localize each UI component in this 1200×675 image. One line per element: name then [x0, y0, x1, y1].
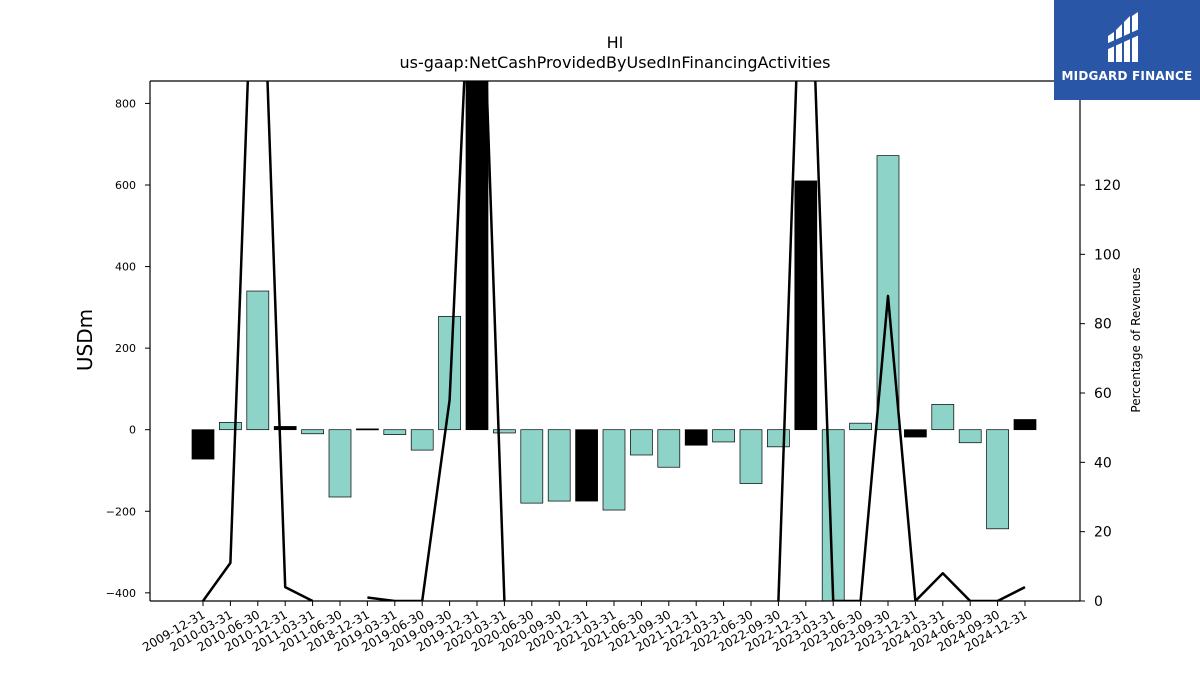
bar	[849, 422, 872, 431]
bar	[301, 429, 324, 435]
bar	[602, 429, 626, 511]
y2-tick-label: 80	[1094, 317, 1112, 333]
line-series	[201, 81, 1026, 601]
bar	[958, 429, 982, 444]
y2-tick-label: 40	[1094, 455, 1112, 471]
bar	[986, 429, 1009, 530]
bar	[931, 404, 955, 431]
y2-tick-label: 120	[1094, 178, 1121, 194]
bar	[794, 180, 818, 431]
y-tick-label: 0	[129, 424, 136, 437]
bar	[684, 429, 708, 446]
bar	[547, 429, 571, 502]
bar	[246, 290, 270, 431]
line-segment	[777, 81, 1026, 601]
bar	[1013, 419, 1037, 431]
bar	[493, 429, 516, 434]
bar-series	[191, 81, 1037, 601]
bar	[191, 429, 215, 460]
y-tick-label: −200	[106, 505, 136, 518]
bar	[575, 429, 598, 502]
y2-tick-label: 60	[1094, 386, 1112, 402]
bar	[520, 429, 544, 504]
y-tick-label: 400	[115, 261, 136, 274]
bar	[383, 429, 407, 435]
y2-tick-label: 100	[1094, 247, 1121, 263]
y-axis-label: USDm	[73, 309, 97, 371]
bar	[356, 428, 379, 431]
bar	[273, 426, 297, 431]
y-tick-label: −400	[106, 587, 136, 600]
bar	[712, 429, 735, 443]
y-tick-label: 600	[115, 179, 136, 192]
y-tick-label: 800	[115, 97, 136, 110]
bar	[630, 429, 653, 456]
y-tick-label: 200	[115, 342, 136, 355]
bar	[904, 429, 927, 438]
bar	[410, 429, 434, 451]
midgard-finance-logo: MIDGARD FINANCE	[1054, 0, 1200, 100]
y2-axis-label: Percentage of Revenues	[1129, 267, 1143, 412]
bar	[219, 422, 242, 431]
bar	[767, 429, 790, 448]
line-segment	[201, 81, 314, 601]
bar	[465, 81, 489, 431]
y2-tick-label: 20	[1094, 525, 1112, 541]
bar	[657, 429, 681, 468]
chart-title: HI	[607, 33, 624, 52]
y2-tick-label: 0	[1094, 594, 1103, 610]
chart-subtitle: us-gaap:NetCashProvidedByUsedInFinancing…	[399, 53, 830, 72]
logo-mark-icon	[1106, 12, 1146, 62]
bar	[739, 429, 763, 484]
logo-text: MIDGARD FINANCE	[1061, 69, 1193, 83]
bar	[328, 429, 352, 498]
